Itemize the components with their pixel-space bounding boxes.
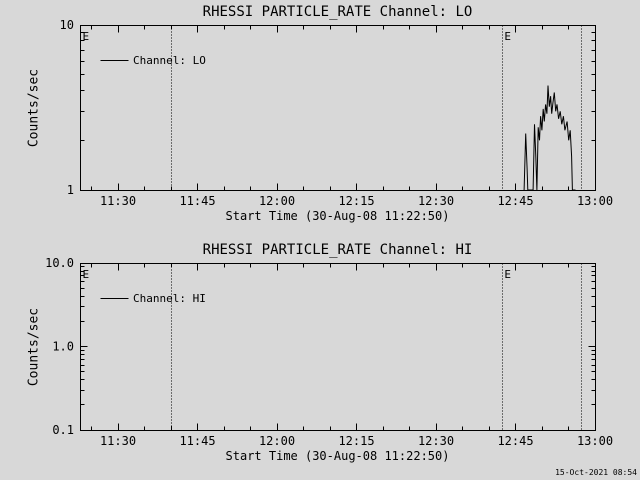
legend-label: Channel: LO: [133, 54, 206, 67]
eclipse-flag-label: E: [504, 268, 511, 281]
x-tick-label: 12:15: [338, 194, 374, 208]
plot-frame: [80, 25, 596, 191]
x-tick-label: 11:30: [100, 434, 136, 448]
data-series-channel-lo: [523, 85, 576, 191]
lo-panel-yaxis-label: Counts/sec: [26, 68, 42, 148]
x-tick-label: 12:00: [259, 194, 295, 208]
panel-channel-lo: 11:30 11:45 12:00 12:15 12:30 12:45 13:00 1 10 E E…: [60, 18, 614, 208]
x-tick-label: 12:45: [497, 194, 533, 208]
panel-channel-hi: 11:30 11:45 12:00 12:15 12:30 12:45 13:00 0.1 1.…: [45, 256, 613, 448]
x-tick-label: 12:30: [418, 434, 454, 448]
x-tick-label: 12:45: [497, 434, 533, 448]
y-tick-label: 1.0: [52, 340, 74, 354]
hi-panel-title: RHESSI PARTICLE_RATE Channel: HI: [202, 242, 473, 258]
lo-panel-title: RHESSI PARTICLE_RATE Channel: LO: [202, 4, 473, 20]
hi-panel-xaxis-label: Start Time (30-Aug-08 11:22:50): [225, 449, 450, 463]
legend-label: Channel: HI: [133, 292, 206, 305]
x-tick-label: 13:00: [577, 434, 613, 448]
lo-panel-xaxis-label: Start Time (30-Aug-08 11:22:50): [225, 209, 450, 223]
y-tick-label: 0.1: [52, 423, 74, 437]
y-tick-label: 10.0: [45, 256, 74, 270]
eclipse-flag-label: E: [83, 30, 90, 43]
x-tick-label: 12:15: [338, 434, 374, 448]
x-tick-label: 13:00: [577, 194, 613, 208]
y-tick-label: 10: [60, 18, 74, 32]
x-tick-label: 11:45: [179, 194, 215, 208]
plot-frame: [80, 263, 596, 431]
eclipse-flag-label: E: [504, 30, 511, 43]
x-tick-label: 12:30: [418, 194, 454, 208]
plot-creation-timestamp: 15-Oct-2021 08:54: [555, 468, 637, 477]
x-tick-label: 12:00: [259, 434, 295, 448]
x-tick-label: 11:30: [100, 194, 136, 208]
x-tick-label: 11:45: [179, 434, 215, 448]
eclipse-flag-label: E: [83, 268, 90, 281]
y-tick-label: 1: [67, 183, 74, 197]
hi-panel-yaxis-label: Counts/sec: [26, 307, 42, 387]
